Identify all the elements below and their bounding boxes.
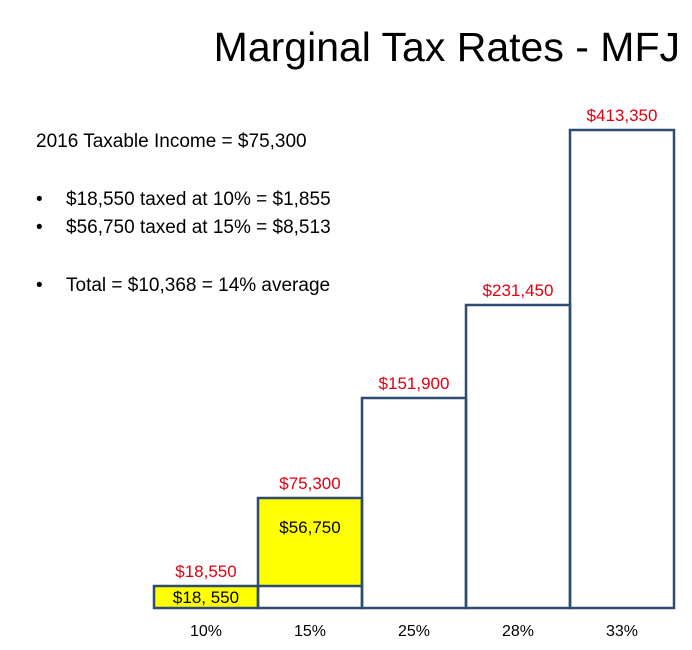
threshold-label: $151,900	[379, 374, 450, 393]
highlight-amount-label: $18, 550	[173, 588, 239, 607]
highlight-segment	[154, 586, 258, 608]
income-summary: 2016 Taxable Income = $75,300 • $18,550 …	[36, 128, 331, 300]
bullet-icon: •	[36, 189, 43, 210]
bullet-text: $56,750 taxed at 15% = $8,513	[66, 217, 331, 238]
slide-title: Marginal Tax Rates - MFJ	[213, 24, 680, 70]
highlight-segment	[258, 498, 362, 586]
highlight-amount-label: $56,750	[279, 518, 340, 537]
bullet-text: $18,550 taxed at 10% = $1,855	[66, 189, 331, 210]
x-tick-label: 28%	[502, 623, 534, 640]
bullet-item: • Total = $10,368 = 14% average	[36, 272, 331, 300]
threshold-label: $75,300	[279, 474, 340, 493]
bracket-bar	[360, 396, 468, 610]
x-tick-label: 10%	[190, 623, 222, 640]
threshold-label: $413,350	[587, 106, 658, 125]
x-tick-label: 33%	[606, 623, 638, 640]
bullet-icon: •	[36, 217, 43, 238]
x-tick-label: 15%	[294, 623, 326, 640]
bullet-item: • $56,750 taxed at 15% = $8,513	[36, 214, 331, 242]
threshold-label: $18,550	[175, 562, 236, 581]
bullet-item: • $18,550 taxed at 10% = $1,855	[36, 186, 331, 214]
bracket-bar	[568, 128, 676, 610]
bullet-text: Total = $10,368 = 14% average	[66, 275, 331, 296]
income-headline: 2016 Taxable Income = $75,300	[36, 131, 307, 152]
bullet-icon: •	[36, 275, 43, 296]
x-tick-label: 25%	[398, 623, 430, 640]
threshold-label: $231,450	[483, 281, 554, 300]
bracket-bar	[464, 303, 572, 610]
